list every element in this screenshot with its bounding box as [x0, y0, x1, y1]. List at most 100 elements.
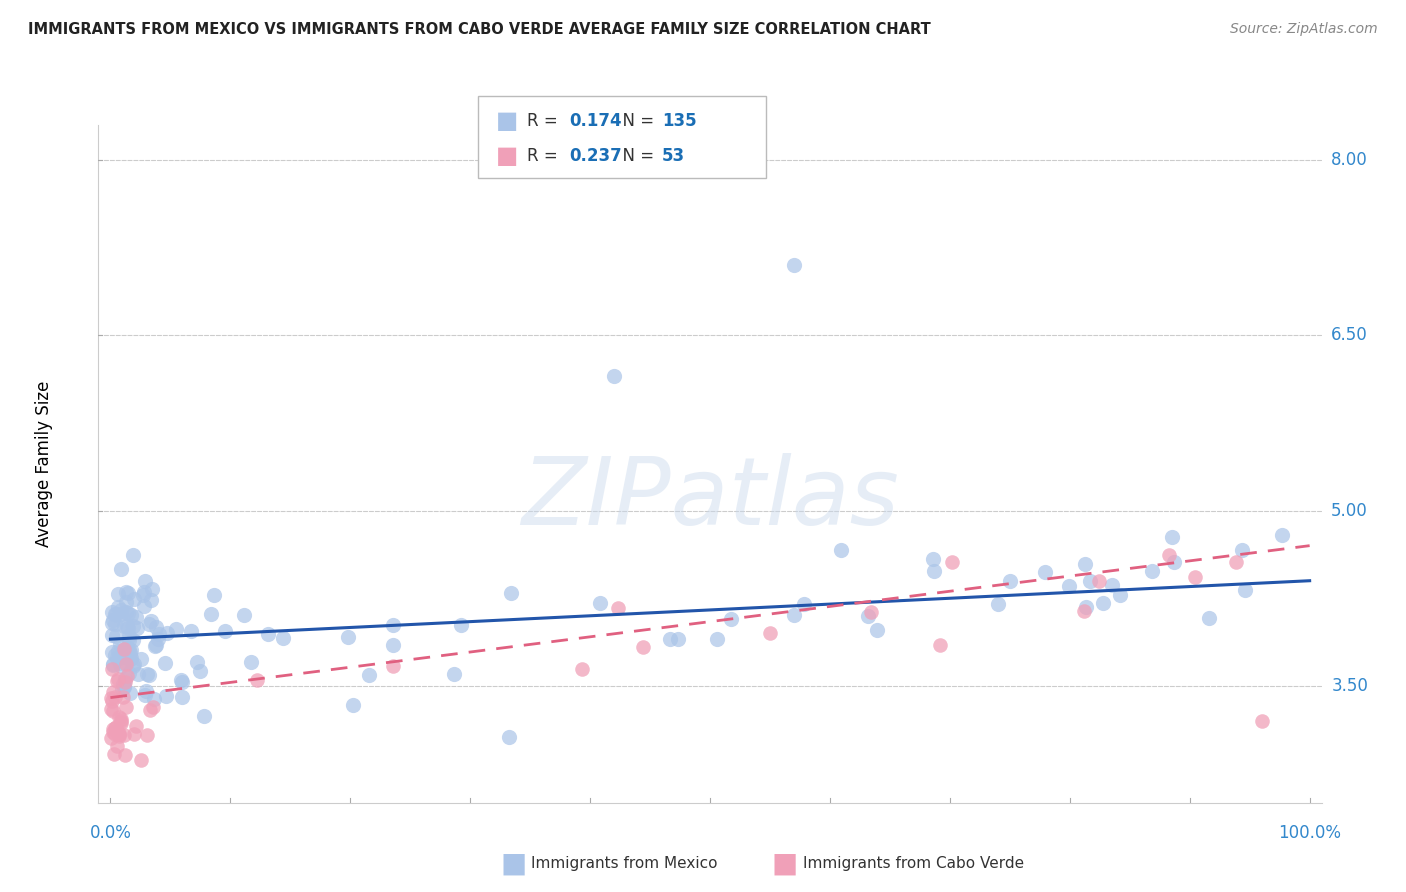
Point: [118, 646, 141, 660]
Point: [631, 640, 654, 655]
Point: [148, 627, 170, 641]
Point: [129, 652, 152, 666]
Point: [120, 652, 142, 666]
Point: [121, 633, 143, 648]
Point: [112, 643, 135, 657]
Text: ■: ■: [501, 849, 526, 878]
Point: [589, 596, 612, 610]
Point: [132, 584, 155, 599]
Point: [122, 592, 145, 607]
Point: [114, 699, 136, 714]
Point: [118, 665, 141, 680]
Point: [104, 726, 127, 740]
Point: [114, 747, 136, 762]
Text: 6.50: 6.50: [1331, 326, 1368, 344]
Point: [200, 607, 222, 622]
Point: [108, 656, 131, 670]
Point: [124, 727, 146, 741]
Text: R =: R =: [527, 112, 564, 130]
Point: [156, 626, 179, 640]
Point: [115, 595, 138, 609]
Text: 0.237: 0.237: [569, 146, 623, 165]
Point: [121, 618, 143, 632]
Point: [134, 574, 156, 588]
Point: [127, 621, 149, 635]
Point: [114, 672, 136, 686]
Point: [101, 613, 124, 627]
Point: [172, 674, 194, 689]
Point: [101, 645, 124, 659]
Text: ■: ■: [772, 849, 797, 878]
Point: [129, 753, 152, 767]
Text: 135: 135: [662, 112, 697, 130]
Point: [118, 629, 141, 643]
Text: Immigrants from Mexico: Immigrants from Mexico: [531, 856, 718, 871]
Point: [108, 637, 131, 651]
Point: [115, 640, 138, 654]
Point: [139, 703, 162, 717]
Point: [1140, 565, 1163, 579]
Point: [1092, 596, 1115, 610]
Point: [125, 609, 148, 624]
Point: [498, 730, 520, 744]
Point: [866, 623, 889, 637]
Point: [100, 606, 122, 620]
Point: [381, 638, 404, 652]
Point: [1198, 611, 1220, 625]
Point: [1074, 557, 1097, 571]
Point: [101, 657, 124, 672]
Point: [121, 658, 143, 673]
Point: [146, 632, 169, 647]
Point: [165, 622, 187, 636]
Point: [110, 659, 132, 673]
Text: Source: ZipAtlas.com: Source: ZipAtlas.com: [1230, 22, 1378, 37]
Point: [720, 612, 742, 626]
Point: [125, 719, 148, 733]
Point: [112, 619, 135, 633]
Point: [110, 712, 132, 726]
Point: [987, 597, 1010, 611]
Point: [783, 607, 806, 622]
Point: [1234, 583, 1257, 598]
Point: [1161, 531, 1184, 545]
Point: [104, 720, 127, 734]
Point: [120, 651, 142, 665]
Point: [112, 728, 135, 742]
Text: Average Family Size: Average Family Size: [35, 381, 53, 547]
Text: 100.0%: 100.0%: [1278, 824, 1341, 842]
Point: [103, 747, 125, 762]
Point: [131, 588, 153, 602]
Point: [1163, 555, 1185, 569]
Point: [1035, 565, 1057, 579]
Point: [110, 562, 132, 576]
Point: [188, 664, 211, 678]
Point: [342, 698, 364, 713]
Point: [170, 673, 193, 688]
Point: [193, 709, 215, 723]
Point: [922, 552, 945, 566]
Text: 53: 53: [662, 146, 685, 165]
Point: [1109, 588, 1132, 602]
Point: [336, 631, 359, 645]
Point: [706, 632, 728, 646]
Text: 0.174: 0.174: [569, 112, 621, 130]
Point: [929, 638, 952, 652]
Point: [138, 616, 160, 631]
Point: [111, 649, 134, 664]
Point: [1225, 555, 1247, 569]
Point: [117, 606, 139, 620]
Point: [122, 657, 145, 671]
Point: [136, 666, 159, 681]
Text: 8.00: 8.00: [1331, 151, 1368, 169]
Point: [104, 607, 127, 622]
Point: [998, 574, 1021, 588]
Point: [666, 632, 689, 646]
Point: [143, 639, 166, 653]
Point: [105, 650, 128, 665]
Point: [202, 588, 225, 602]
Point: [101, 628, 124, 642]
Point: [603, 369, 626, 384]
Point: [240, 655, 263, 669]
Point: [117, 644, 139, 658]
Point: [1184, 570, 1206, 584]
